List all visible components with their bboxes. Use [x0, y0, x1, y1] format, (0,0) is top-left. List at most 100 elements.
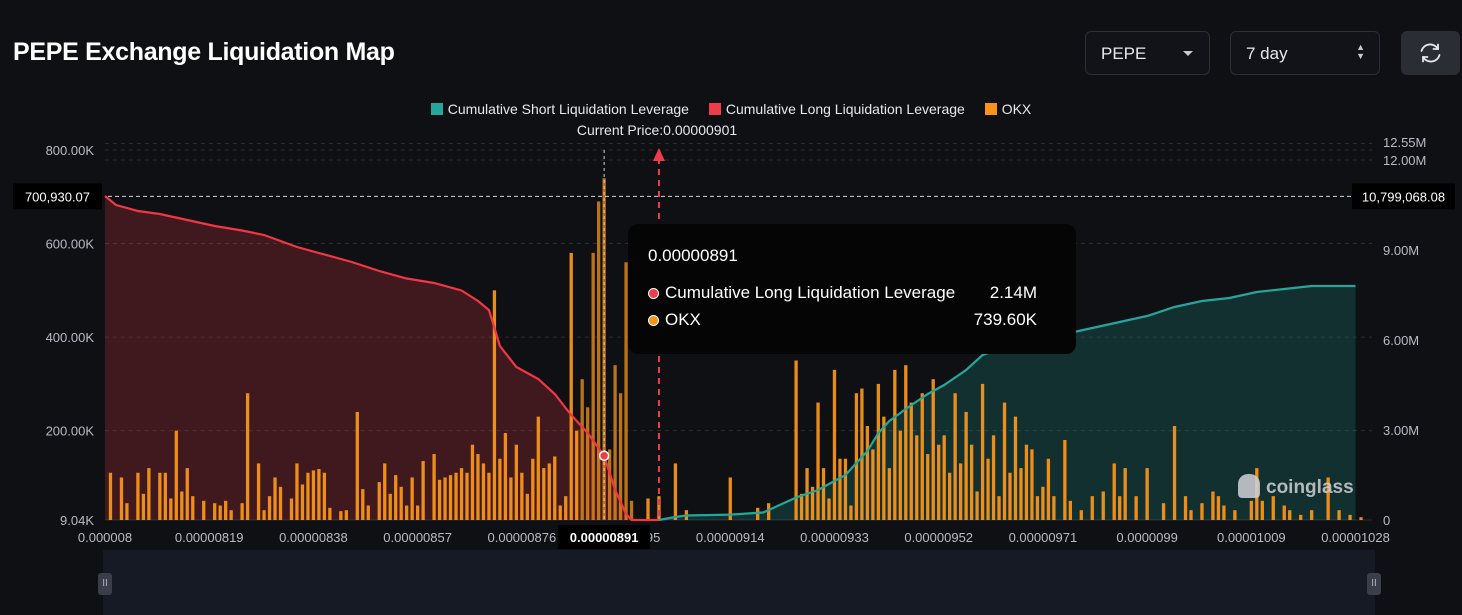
- okx-bar: [1337, 510, 1341, 520]
- coinglass-watermark: coinglass: [1238, 474, 1354, 499]
- okx-bar: [377, 482, 381, 520]
- okx-bar: [1348, 514, 1352, 520]
- okx-bar: [432, 454, 436, 520]
- okx-bar: [1359, 517, 1363, 520]
- okx-bar: [169, 498, 173, 520]
- crosshair-right-label: 10,799,068.08: [1362, 189, 1445, 204]
- okx-bar: [311, 470, 316, 520]
- okx-bar: [1282, 505, 1286, 520]
- okx-bar: [613, 365, 617, 520]
- okx-bar: [596, 201, 601, 520]
- okx-bar: [410, 477, 414, 520]
- slider-handle-right[interactable]: II: [1367, 573, 1381, 595]
- okx-bar: [564, 496, 568, 520]
- okx-bar: [575, 430, 579, 520]
- okx-bar: [322, 472, 327, 520]
- okx-bar: [289, 498, 294, 520]
- okx-bar: [525, 493, 529, 520]
- okx-bar: [278, 486, 283, 520]
- short-liquidation-line: [658, 284, 1356, 522]
- okx-bar: [893, 369, 897, 520]
- okx-bar: [218, 505, 222, 520]
- okx-bar: [1101, 491, 1105, 520]
- okx-bar: [673, 463, 678, 520]
- tooltip-name-long: Cumulative Long Liquidation Leverage: [665, 283, 956, 302]
- okx-bar: [882, 416, 886, 520]
- okx-bar: [997, 496, 1001, 520]
- okx-bar: [405, 505, 409, 520]
- watermark-text: coinglass: [1266, 477, 1354, 498]
- okx-bar: [887, 468, 891, 520]
- okx-bar: [295, 463, 299, 520]
- slider-handle-left[interactable]: II: [98, 573, 112, 595]
- okx-bar: [969, 444, 974, 520]
- okx-bar: [569, 252, 573, 521]
- symbol-select[interactable]: PEPE: [1085, 31, 1210, 75]
- okx-bar: [1299, 514, 1303, 520]
- okx-bar: [273, 477, 277, 520]
- okx-bar: [926, 454, 930, 520]
- okx-bar: [267, 496, 272, 520]
- okx-bar: [1079, 510, 1083, 520]
- range-slider[interactable]: [103, 550, 1375, 615]
- okx-bar: [1002, 402, 1007, 520]
- tooltip-row-okx: OKX 739.60K: [648, 310, 1056, 337]
- okx-bar: [1063, 440, 1067, 520]
- right-axis-tick: 9.00M: [1383, 243, 1419, 258]
- okx-bar: [1260, 500, 1264, 520]
- okx-bar: [942, 435, 946, 520]
- okx-bar: [827, 498, 831, 520]
- okx-bar: [767, 503, 771, 520]
- okx-bar: [843, 458, 848, 520]
- okx-bar: [1326, 477, 1330, 520]
- okx-bar: [459, 468, 464, 520]
- okx-bar: [931, 379, 935, 520]
- okx-bar: [465, 472, 469, 520]
- timeframe-select[interactable]: 7 day ▲ ▼: [1230, 31, 1380, 75]
- okx-bar: [147, 468, 151, 520]
- legend-item-short[interactable]: Cumulative Short Liquidation Leverage: [430, 101, 689, 117]
- okx-bar: [1189, 510, 1193, 520]
- okx-bar: [975, 491, 979, 520]
- right-axis-tick: 0: [1383, 513, 1390, 528]
- okx-bar: [339, 511, 343, 520]
- okx-bar: [629, 500, 634, 520]
- left-axis-tick: 400.00K: [46, 330, 95, 345]
- okx-bar: [174, 430, 178, 520]
- long-liquidation-line: [104, 195, 659, 522]
- okx-bar: [1200, 503, 1204, 520]
- okx-bar: [849, 505, 853, 520]
- okx-bar: [558, 505, 562, 520]
- okx-bar: [871, 449, 875, 520]
- legend-item-long[interactable]: Cumulative Long Liquidation Leverage: [708, 101, 965, 117]
- okx-bar: [1068, 500, 1072, 520]
- okx-bar: [1233, 510, 1237, 520]
- okx-bar: [443, 477, 447, 520]
- okx-bar: [437, 479, 442, 520]
- refresh-button[interactable]: [1401, 31, 1460, 75]
- okx-bar: [591, 252, 595, 521]
- okx-bar: [415, 505, 420, 520]
- okx-bar: [136, 472, 140, 520]
- okx-bar: [860, 388, 864, 520]
- okx-bar: [185, 468, 189, 520]
- okx-bar: [344, 510, 348, 520]
- tooltip-value-long: 2.14M: [989, 283, 1037, 302]
- okx-bar: [937, 444, 941, 520]
- legend-item-okx[interactable]: OKX: [984, 101, 1032, 117]
- okx-bar: [1145, 468, 1149, 520]
- okx-bar: [1161, 503, 1166, 520]
- okx-bar: [262, 510, 266, 520]
- okx-bar: [618, 393, 623, 520]
- x-axis-tick: 0.000008: [78, 530, 132, 545]
- legend-swatch-short: [430, 103, 443, 115]
- okx-bar: [366, 505, 370, 520]
- okx-bar: [481, 463, 486, 520]
- okx-bar: [915, 435, 919, 520]
- okx-bar: [816, 402, 820, 520]
- legend-label-okx: OKX: [1001, 101, 1032, 117]
- crosshair-point: [598, 450, 610, 462]
- okx-bar: [509, 477, 513, 520]
- right-axis-tick: 12.55M: [1383, 135, 1426, 150]
